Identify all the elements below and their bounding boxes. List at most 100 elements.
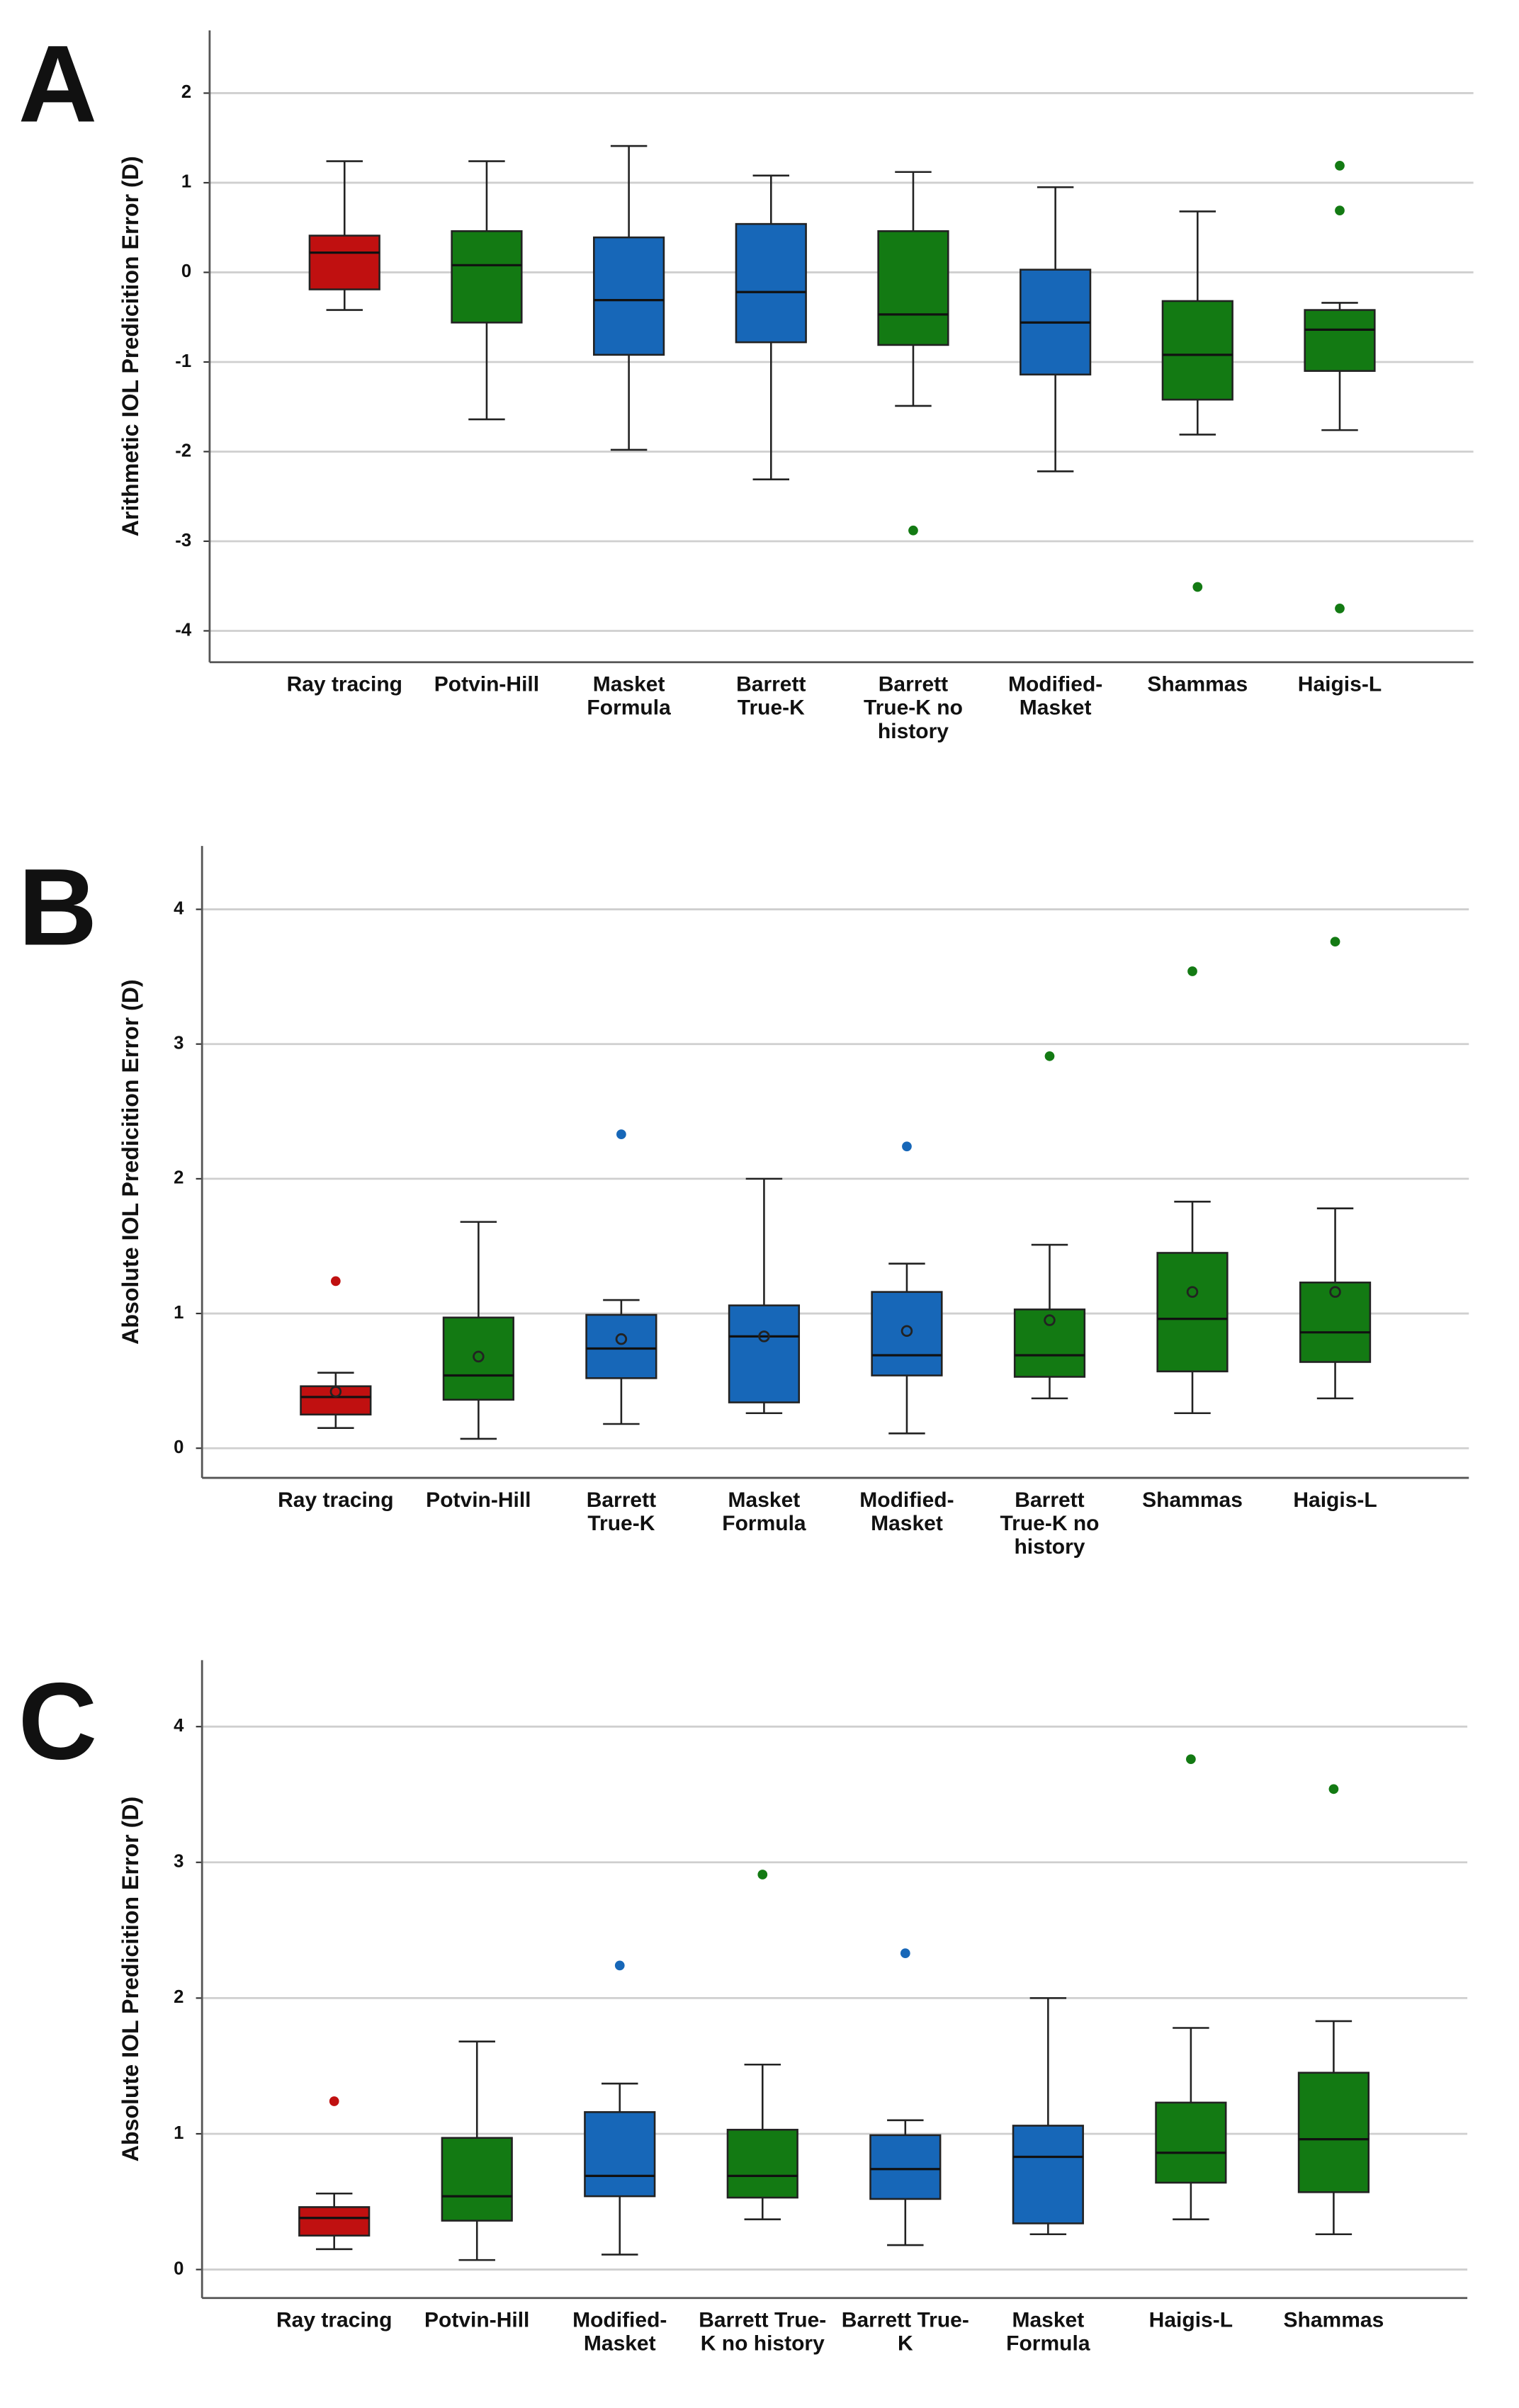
outlier xyxy=(1328,1784,1339,1794)
box xyxy=(1155,2101,1227,2184)
outlier xyxy=(330,1276,341,1287)
box-group xyxy=(1155,1754,1227,2220)
box xyxy=(877,230,949,346)
x-tick-label: Modified-Masket xyxy=(572,2309,667,2356)
y-axis-title: Absolute IOL Predicition Error (D) xyxy=(118,1797,143,2162)
y-tick-label: 1 xyxy=(174,2123,183,2143)
outlier xyxy=(1186,1754,1196,1765)
outlier xyxy=(900,1948,910,1959)
y-tick-label: 1 xyxy=(181,172,191,192)
outlier xyxy=(1044,1051,1055,1061)
outlier xyxy=(1335,603,1345,614)
outlier xyxy=(1335,161,1345,171)
mean-marker xyxy=(1186,1286,1199,1298)
box xyxy=(593,236,665,356)
x-tick-label: Barrett True-K xyxy=(587,1488,656,1535)
x-tick-label: Shammas xyxy=(1142,1488,1243,1512)
mean-marker xyxy=(758,1330,770,1343)
outlier xyxy=(1192,582,1203,592)
x-tick-label: Barrett True-K xyxy=(842,2309,969,2356)
box xyxy=(871,1291,943,1377)
mean-marker xyxy=(1329,1286,1341,1298)
y-axis-title: Absolute IOL Predicition Error (D) xyxy=(118,979,143,1344)
x-tick-label: Masket Formula xyxy=(587,672,671,719)
outlier xyxy=(908,525,918,536)
box xyxy=(1299,1282,1372,1363)
y-tick-label: 4 xyxy=(174,1716,184,1736)
y-tick-label: 2 xyxy=(181,82,191,102)
x-tick-label: Potvin-Hill xyxy=(426,1488,531,1512)
box-group xyxy=(298,2096,371,2251)
box-group xyxy=(300,1276,372,1429)
panel-letter: B xyxy=(18,846,97,968)
box-group xyxy=(451,160,523,421)
box-group xyxy=(593,145,665,451)
box xyxy=(308,234,380,290)
y-tick-label: -3 xyxy=(175,531,191,550)
y-tick-label: 1 xyxy=(174,1303,183,1323)
outlier xyxy=(1335,205,1345,216)
y-tick-label: -2 xyxy=(175,441,191,460)
box-group xyxy=(441,2040,513,2261)
box xyxy=(442,1316,514,1401)
box xyxy=(869,2134,942,2200)
box xyxy=(1161,300,1233,401)
x-tick-label: Barrett True-K xyxy=(736,672,806,719)
box xyxy=(451,230,523,324)
box xyxy=(300,1385,372,1415)
box-group xyxy=(585,1129,657,1425)
box xyxy=(1304,309,1376,372)
box xyxy=(585,1313,657,1379)
outlier xyxy=(329,2096,339,2106)
panel-letter: A xyxy=(18,23,97,145)
outlier xyxy=(614,1960,625,1971)
box xyxy=(441,2137,513,2222)
box xyxy=(1012,2125,1084,2225)
x-tick-label: Haigis-L xyxy=(1293,1488,1377,1512)
x-tick-label: Barrett True-K no history xyxy=(699,2309,826,2356)
box-group xyxy=(1161,210,1233,592)
mean-marker xyxy=(473,1350,485,1363)
x-tick-label: Potvin-Hill xyxy=(434,672,539,696)
y-tick-label: 3 xyxy=(174,1852,183,1872)
box-group xyxy=(1304,161,1376,614)
box xyxy=(728,1304,801,1403)
mean-marker xyxy=(1044,1314,1056,1326)
box-group xyxy=(308,160,380,311)
y-tick-label: 4 xyxy=(174,898,184,918)
box-group xyxy=(726,1870,798,2220)
box-group xyxy=(1297,1784,1370,2236)
x-tick-label: Potvin-Hill xyxy=(424,2309,529,2332)
x-tick-label: Masket Formula xyxy=(1006,2309,1090,2356)
y-tick-label: 0 xyxy=(174,2259,183,2278)
y-tick-label: 0 xyxy=(181,261,191,281)
box xyxy=(1156,1252,1229,1373)
box-group xyxy=(1020,186,1092,473)
y-tick-label: 3 xyxy=(174,1034,183,1053)
box-group xyxy=(877,171,949,536)
mean-marker xyxy=(615,1333,628,1345)
y-tick-label: 0 xyxy=(174,1437,183,1457)
box-group xyxy=(1013,1051,1086,1400)
x-tick-label: Barrett True-K no history xyxy=(864,672,963,742)
mean-marker xyxy=(900,1325,913,1338)
x-tick-label: Haigis-L xyxy=(1149,2309,1233,2332)
outlier xyxy=(1187,966,1197,976)
y-tick-label: -1 xyxy=(175,351,191,371)
x-tick-label: Ray tracing xyxy=(287,672,402,696)
box-group xyxy=(735,174,807,480)
box-group xyxy=(442,1221,514,1440)
y-axis-title: Arithmetic IOL Predicition Error (D) xyxy=(118,156,143,536)
outlier xyxy=(902,1141,912,1152)
x-tick-label: Shammas xyxy=(1284,2309,1384,2332)
x-tick-label: Masket Formula xyxy=(722,1488,806,1535)
box xyxy=(584,2111,656,2198)
outlier xyxy=(616,1129,626,1139)
box-group xyxy=(869,1948,942,2246)
x-tick-label: Barrett True-K no history xyxy=(1000,1488,1099,1559)
box xyxy=(726,2128,798,2199)
outlier xyxy=(1330,937,1340,947)
x-tick-label: Haigis-L xyxy=(1298,672,1382,696)
box-group xyxy=(728,1177,801,1415)
